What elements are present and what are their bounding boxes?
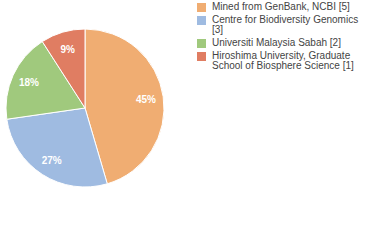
legend-swatch [197, 52, 206, 61]
pie-slice [42, 29, 85, 108]
legend-label: Universiti Malaysia Sabah [2] [212, 37, 341, 48]
data-label: 45% [136, 94, 156, 105]
data-label: 27% [42, 155, 62, 166]
pie-area: 45% 27% 18% 9% [0, 0, 190, 240]
data-label: 9% [60, 44, 75, 55]
legend-item: Centre for Biodiversity Genomics [3] [197, 15, 362, 35]
legend-item: Hiroshima University, Graduate School of… [197, 51, 362, 71]
legend-swatch [197, 16, 206, 25]
legend-item: Mined from GenBank, NCBI [5] [197, 2, 362, 12]
legend: Mined from GenBank, NCBI [5] Centre for B… [197, 2, 377, 74]
legend-label: Hiroshima University, Graduate School of… [212, 50, 354, 71]
legend-label: Centre for Biodiversity Genomics [3] [212, 14, 358, 35]
legend-item: Universiti Malaysia Sabah [2] [197, 38, 362, 48]
legend-label: Mined from GenBank, NCBI [5] [212, 1, 350, 12]
chart: 45% 27% 18% 9% Mined from GenBank, NCBI [5]… [0, 0, 380, 240]
data-label: 18% [19, 77, 39, 88]
legend-swatch [197, 3, 206, 12]
legend-swatch [197, 39, 206, 48]
pie-slice [7, 108, 107, 187]
